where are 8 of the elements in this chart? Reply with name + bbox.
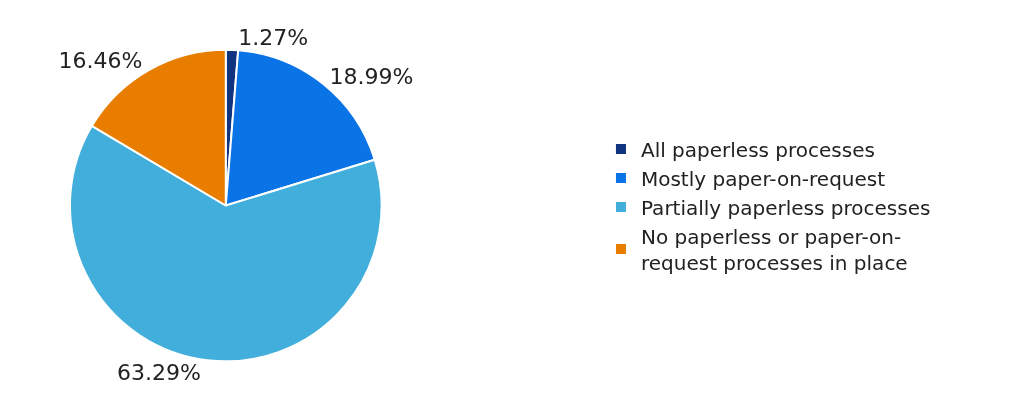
legend-label: All paperless processes <box>640 137 875 162</box>
data-label: 63.29% <box>117 360 201 386</box>
legend-label: Mostly paper-on-request <box>640 166 886 191</box>
data-label: 16.46% <box>58 48 143 74</box>
legend-label: Partially paperless processes <box>640 195 931 220</box>
data-label: 18.99% <box>329 63 414 89</box>
data-label: 1.27% <box>238 24 309 50</box>
legend-label: No paperless or paper-on-request processes in place <box>640 224 908 275</box>
